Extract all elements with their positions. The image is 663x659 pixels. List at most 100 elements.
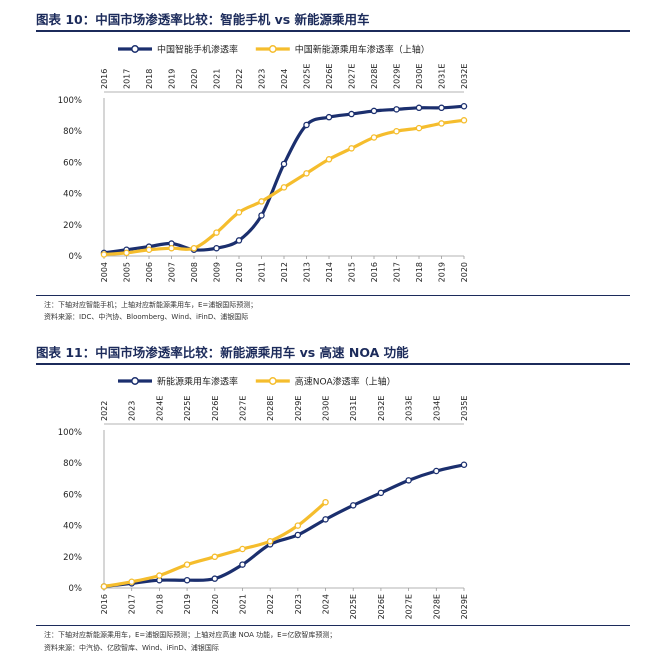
series-line-1 xyxy=(102,500,328,589)
bottom-tick-label: 2016 xyxy=(370,262,379,282)
figure-11-bottom-rule xyxy=(36,625,630,626)
figure-11-chart: 新能源乘用车渗透率 高速NOA渗透率（上轴） 0% 20% 40% 60% 80% 100% 2… xyxy=(58,376,469,620)
top-tick-label: 2017 xyxy=(123,69,132,89)
legend-marker-1 xyxy=(268,377,277,385)
bottom-tick-label: 2018 xyxy=(415,262,424,282)
top-tick-label: 2024E xyxy=(155,396,164,421)
figure-11-note: 注：下轴对应新能源乘用车，E=浦银国际预测；上轴对应高速 NOA 功能，E=亿欧… xyxy=(44,631,337,639)
bottom-axis: 2016 2017 2018 2019 2020 2021 2022 2023 2024 2025… xyxy=(100,587,469,619)
data-point xyxy=(239,545,246,553)
data-point xyxy=(211,575,219,582)
data-point xyxy=(393,127,400,135)
top-tick-label: 2032E xyxy=(377,396,386,421)
top-tick-label: 2023 xyxy=(258,69,267,89)
data-point xyxy=(100,251,108,258)
data-point xyxy=(213,244,220,252)
legend-marker-1 xyxy=(268,45,277,53)
legend-marker-0 xyxy=(131,45,139,53)
figure-10-top-rule xyxy=(36,30,630,32)
bottom-tick-label: 2017 xyxy=(393,262,402,282)
data-point xyxy=(370,107,378,115)
data-point xyxy=(266,537,274,545)
top-tick-label: 2035E xyxy=(460,396,469,421)
legend-label-0: 中国智能手机渗透率 xyxy=(157,44,238,56)
figure-10-chart: 中国智能手机渗透率 中国新能源乘用车渗透率（上轴） 0% 20% 40% 60% 80% 10… xyxy=(58,44,469,283)
top-axis: 2016 2017 2018 2019 2020 2021 2022 2023 2024 2025… xyxy=(100,64,469,93)
data-point xyxy=(433,467,440,475)
legend-label-1: 中国新能源乘用车渗透率（上轴） xyxy=(295,44,430,56)
data-point xyxy=(322,516,329,523)
top-tick-label: 2022 xyxy=(235,69,244,89)
bottom-tick-label: 2013 xyxy=(303,262,312,282)
bottom-tick-label: 2028E xyxy=(432,594,441,619)
bottom-tick-label: 2006 xyxy=(145,262,154,282)
bottom-tick-label: 2023 xyxy=(294,594,303,614)
y-tick-label: 0% xyxy=(69,584,83,594)
data-point xyxy=(415,124,423,132)
y-tick-label: 0% xyxy=(69,252,83,262)
top-tick-label: 2019 xyxy=(168,69,177,89)
data-point xyxy=(100,583,108,590)
bottom-tick-label: 2012 xyxy=(280,262,289,282)
data-point xyxy=(405,477,412,484)
bottom-tick-label: 2017 xyxy=(128,594,137,614)
data-point xyxy=(235,209,243,216)
data-point xyxy=(183,576,191,584)
top-tick-label: 2027E xyxy=(348,64,357,89)
data-point xyxy=(303,170,310,177)
top-tick-label: 2021 xyxy=(213,69,222,89)
figure-10-title: 图表 10：中国市场渗透率比较：智能手机 vs 新能源乘用车 xyxy=(36,12,370,27)
bottom-tick-label: 2026E xyxy=(377,594,386,619)
data-point xyxy=(258,198,265,205)
top-tick-label: 2023 xyxy=(128,401,137,421)
top-tick-label: 2030E xyxy=(322,396,331,421)
top-tick-label: 2026E xyxy=(325,64,334,89)
bottom-tick-label: 2022 xyxy=(266,594,275,614)
figure-10-bottom-rule xyxy=(36,295,630,296)
data-point xyxy=(123,249,130,257)
top-tick-label: 2025E xyxy=(183,396,192,421)
top-tick-label: 2033E xyxy=(405,396,414,421)
figure-10-note: 注：下轴对应智能手机；上轴对应新能源乘用车，E=浦银国际预测； xyxy=(44,301,258,309)
y-tick-label: 40% xyxy=(63,522,82,532)
bottom-tick-label: 2009 xyxy=(213,262,222,282)
top-tick-label: 2024 xyxy=(280,69,289,89)
data-point xyxy=(213,229,220,236)
data-point xyxy=(168,244,175,252)
data-point xyxy=(460,102,468,110)
bottom-tick-label: 2007 xyxy=(168,262,177,282)
legend-marker-0 xyxy=(131,377,139,385)
bottom-tick-label: 2011 xyxy=(258,262,267,282)
data-point xyxy=(280,184,288,191)
figure-10-source: 资料来源：IDC、中汽协、Bloomberg、Wind、iFinD、浦银国际 xyxy=(44,313,249,321)
data-point xyxy=(325,113,333,121)
data-point xyxy=(156,572,163,579)
series-0 xyxy=(100,461,468,590)
bottom-tick-label: 2014 xyxy=(325,262,334,282)
data-point xyxy=(349,502,357,509)
data-point xyxy=(460,117,468,124)
bottom-tick-label: 2024 xyxy=(322,594,331,614)
bottom-tick-label: 2018 xyxy=(155,594,164,614)
bottom-axis: 2004 2005 2006 2007 2008 2009 2010 2011 2012 2013… xyxy=(100,255,469,282)
data-point xyxy=(145,246,153,254)
data-point xyxy=(377,489,385,497)
bottom-tick-label: 2021 xyxy=(238,594,247,614)
figure-11-title: 图表 11：中国市场渗透率比较：新能源乘用车 vs 高速 NOA 功能 xyxy=(36,345,409,360)
bottom-tick-label: 2015 xyxy=(348,262,357,282)
top-axis: 2022 2023 2024E 2025E 2026E 2027E 2028E 2029E 20… xyxy=(100,396,469,425)
series-1 xyxy=(100,498,329,590)
series-1 xyxy=(100,117,468,258)
y-tick-label: 100% xyxy=(58,428,82,438)
top-tick-label: 2031E xyxy=(349,396,358,421)
data-point xyxy=(190,244,198,252)
data-point xyxy=(211,553,219,561)
data-point xyxy=(303,121,310,129)
legend: 中国智能手机渗透率 中国新能源乘用车渗透率（上轴） xyxy=(118,44,430,56)
data-point xyxy=(128,578,135,586)
bottom-tick-label: 2016 xyxy=(100,594,109,614)
bottom-tick-label: 2008 xyxy=(190,262,199,282)
y-axis: 0% 20% 40% 60% 80% 100% xyxy=(58,428,105,594)
y-tick-label: 60% xyxy=(63,490,82,500)
legend-label-0: 新能源乘用车渗透率 xyxy=(157,376,238,388)
